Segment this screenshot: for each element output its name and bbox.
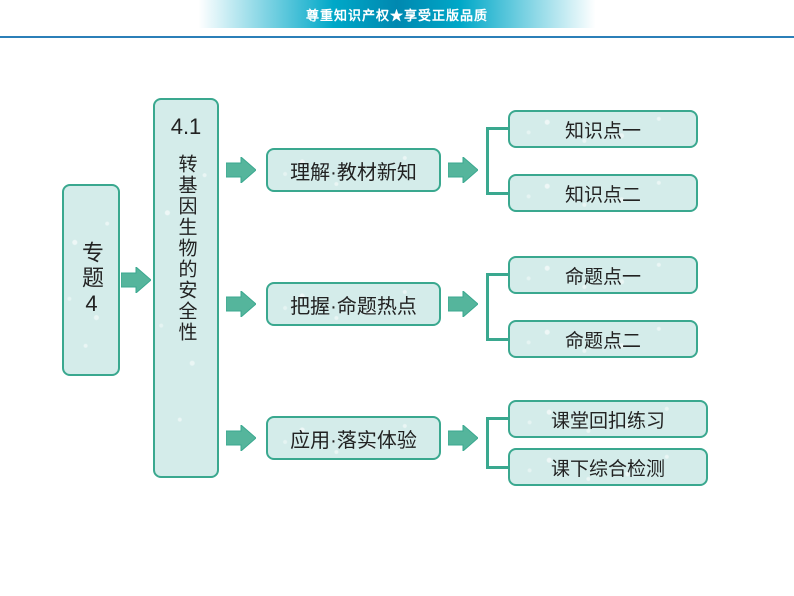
node-mid-apply: 应用·落实体验 (266, 416, 441, 460)
node-topic: 专题4 (62, 184, 120, 376)
node-mid-grasp: 把握·命题热点 (266, 282, 441, 326)
node-leaf-classroom-practice: 课堂回扣练习 (508, 400, 708, 438)
node-leaf-knowledge-2: 知识点二 (508, 174, 698, 212)
arrow-icon (226, 291, 256, 317)
diagram-stage: 专题4 4.1 转基因生物的安全性 理解·教材新知 把握·命题热点 应用·落实体… (0, 38, 794, 596)
node-leaf-label: 课堂回扣练习 (551, 406, 665, 433)
node-section-label: 转基因生物的安全性 (173, 154, 200, 343)
node-leaf-label: 命题点一 (565, 262, 641, 289)
bracket-connector (496, 192, 508, 195)
header-text: 尊重知识产权★享受正版品质 (306, 5, 488, 24)
node-mid-understand: 理解·教材新知 (266, 148, 441, 192)
node-mid-label: 把握·命题热点 (290, 290, 417, 319)
node-leaf-label: 知识点二 (565, 180, 641, 207)
node-leaf-proposition-2: 命题点二 (508, 320, 698, 358)
arrow-icon (448, 291, 478, 317)
node-leaf-label: 命题点二 (565, 326, 641, 353)
bracket-connector (496, 338, 508, 341)
node-leaf-afterclass-test: 课下综合检测 (508, 448, 708, 486)
node-mid-label: 应用·落实体验 (290, 424, 417, 453)
node-leaf-label: 课下综合检测 (551, 454, 665, 481)
bracket-connector (486, 273, 496, 341)
bracket-connector (496, 273, 508, 276)
bracket-connector (486, 127, 496, 195)
node-topic-label: 专题4 (75, 241, 107, 319)
bracket-connector (496, 466, 508, 469)
bracket-connector (496, 417, 508, 420)
bracket-connector (496, 127, 508, 130)
header-band: 尊重知识产权★享受正版品质 (0, 0, 794, 28)
arrow-icon (448, 157, 478, 183)
arrow-icon (226, 157, 256, 183)
node-leaf-proposition-1: 命题点一 (508, 256, 698, 294)
bracket-connector (486, 417, 496, 469)
node-section-num: 4.1 (171, 114, 202, 140)
node-section: 4.1 转基因生物的安全性 (153, 98, 219, 478)
arrow-icon (448, 425, 478, 451)
arrow-icon (226, 425, 256, 451)
arrow-icon (121, 267, 151, 293)
node-leaf-knowledge-1: 知识点一 (508, 110, 698, 148)
node-mid-label: 理解·教材新知 (290, 156, 417, 185)
node-leaf-label: 知识点一 (565, 116, 641, 143)
